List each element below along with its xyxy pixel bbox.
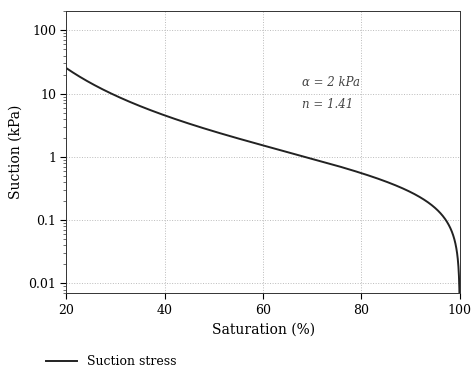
X-axis label: Saturation (%): Saturation (%) bbox=[211, 322, 315, 336]
Y-axis label: Suction (kPa): Suction (kPa) bbox=[9, 105, 22, 199]
Text: n = 1.41: n = 1.41 bbox=[302, 97, 354, 111]
Legend: Suction stress: Suction stress bbox=[41, 350, 182, 373]
Text: α = 2 kPa: α = 2 kPa bbox=[302, 76, 360, 89]
